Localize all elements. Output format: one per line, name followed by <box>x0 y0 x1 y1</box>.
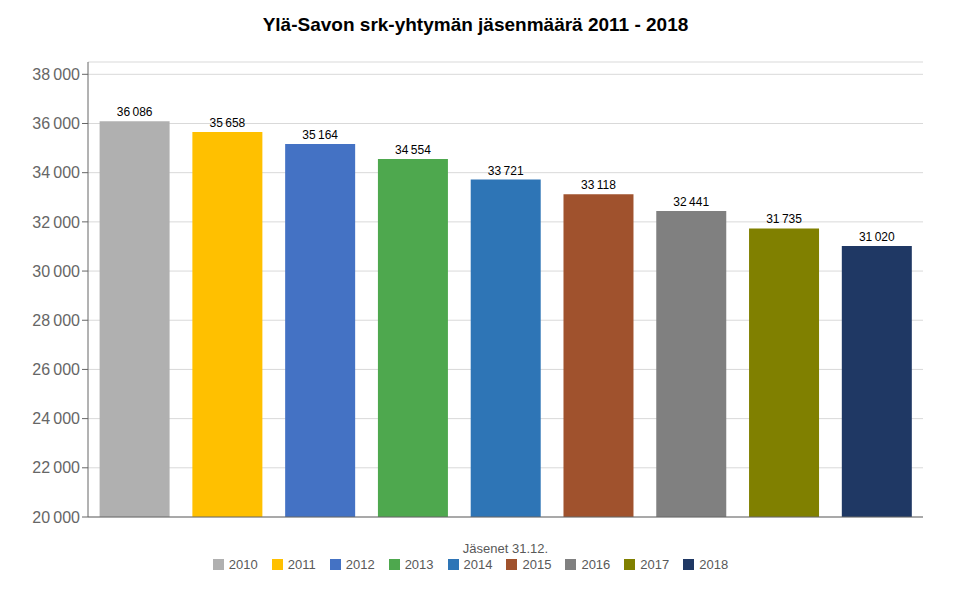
svg-text:35 658: 35 658 <box>209 116 245 130</box>
svg-text:32 000: 32 000 <box>32 214 80 231</box>
svg-text:20 000: 20 000 <box>32 509 80 526</box>
svg-text:34 554: 34 554 <box>395 143 431 157</box>
svg-text:31 020: 31 020 <box>859 230 895 244</box>
svg-text:38 000: 38 000 <box>32 66 80 83</box>
html-text:2017: 2017 <box>640 557 670 572</box>
html-text:2015: 2015 <box>522 557 552 572</box>
svg-text:31 735: 31 735 <box>766 212 802 226</box>
svg-text:34 000: 34 000 <box>32 164 80 181</box>
html-text:2013: 2013 <box>404 557 434 572</box>
svg-text:32 441: 32 441 <box>673 195 709 209</box>
svg-text:Jäsenet 31.12.: Jäsenet 31.12. <box>463 541 548 556</box>
svg-text:26 000: 26 000 <box>32 361 80 378</box>
svg-text:24 000: 24 000 <box>32 410 80 427</box>
html-text:2014: 2014 <box>463 557 493 572</box>
html-text:2010: 2010 <box>228 557 258 572</box>
svg-text:28 000: 28 000 <box>32 312 80 329</box>
svg-text:33 118: 33 118 <box>581 178 616 192</box>
svg-text:35 164: 35 164 <box>302 128 338 142</box>
svg-text:36 000: 36 000 <box>32 115 80 132</box>
html-text:2012: 2012 <box>345 557 375 572</box>
svg-text:22 000: 22 000 <box>32 459 80 476</box>
html-text:2016: 2016 <box>581 557 611 572</box>
html-text:2018: 2018 <box>699 557 729 572</box>
svg-text:36 086: 36 086 <box>117 105 153 119</box>
html-text:2011: 2011 <box>287 557 316 572</box>
html-text:Ylä-Savon srk-yhtymän jäsenmää: Ylä-Savon srk-yhtymän jäsenmäärä 2011 - … <box>262 14 689 35</box>
svg-text:33 721: 33 721 <box>488 164 524 178</box>
svg-text:30 000: 30 000 <box>32 263 80 280</box>
